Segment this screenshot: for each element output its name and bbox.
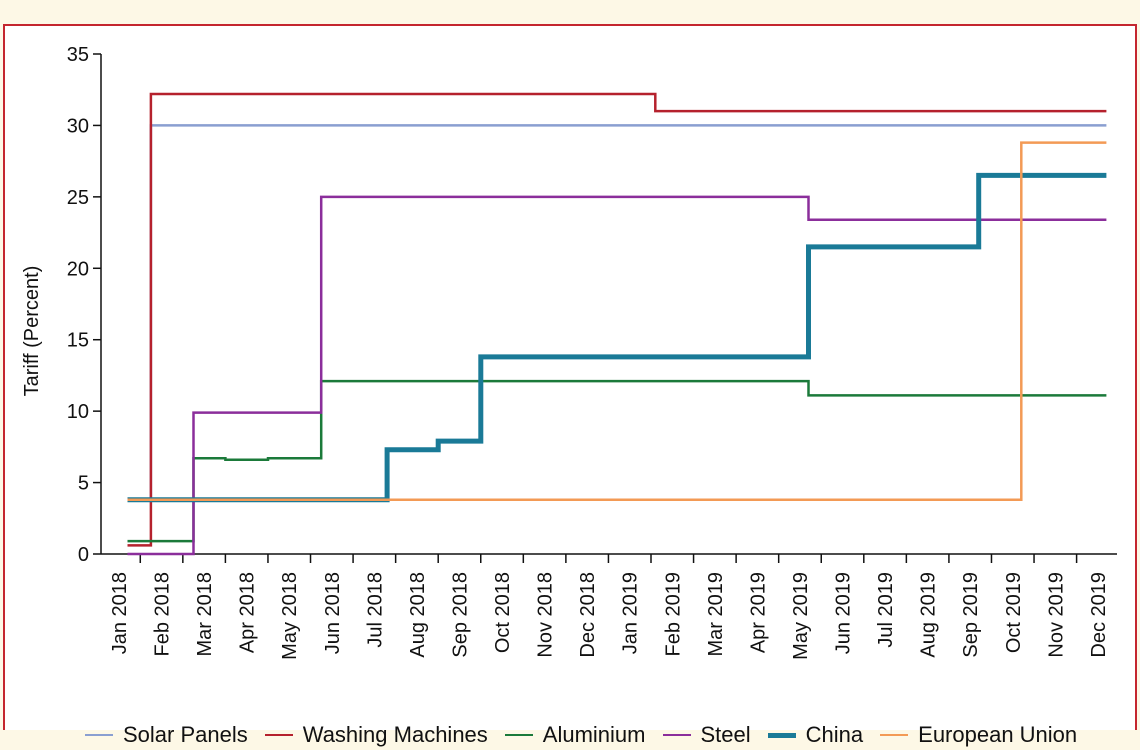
x-tick-label: Nov 2018 bbox=[535, 572, 557, 658]
y-tick-label: 15 bbox=[67, 330, 89, 352]
y-tick-label: 30 bbox=[67, 115, 89, 137]
chart-plot: Tariff (Percent) 0 5 10 15 20 25 30 35 Jan 2018 F… bbox=[21, 44, 1117, 660]
legend-label: China bbox=[805, 722, 864, 747]
legend: Solar Panels Washing Machines Aluminium Ste… bbox=[85, 720, 1077, 750]
legend-swatch bbox=[504, 733, 533, 737]
legend-item-steel: Steel bbox=[662, 722, 751, 748]
x-tick-label: Jul 2019 bbox=[875, 572, 897, 648]
series-line-solar-panels bbox=[127, 124, 1107, 501]
series-layer bbox=[127, 92, 1107, 556]
x-tick-label: Mar 2019 bbox=[705, 572, 727, 657]
legend-swatch bbox=[662, 733, 691, 737]
x-tick-label: Dec 2019 bbox=[1088, 572, 1110, 658]
legend-label: Aluminium bbox=[542, 722, 646, 747]
x-tick-label: Nov 2019 bbox=[1045, 572, 1067, 658]
x-tick-label: Apr 2019 bbox=[747, 572, 769, 653]
x-tick-label: Oct 2019 bbox=[1003, 572, 1025, 653]
x-tick-label: Apr 2018 bbox=[237, 572, 259, 653]
x-tick-label: Aug 2019 bbox=[918, 572, 940, 658]
y-tick-label: 10 bbox=[67, 401, 89, 423]
x-tick-label: Sep 2019 bbox=[960, 572, 982, 658]
series-line-china bbox=[127, 172, 1107, 503]
series-line-washing-machines bbox=[127, 92, 1107, 547]
series-line-steel bbox=[127, 195, 1107, 556]
legend-swatch bbox=[85, 733, 113, 737]
x-tick-label: Sep 2018 bbox=[449, 572, 471, 658]
x-tick-label: Jul 2018 bbox=[364, 572, 386, 648]
legend-item-european-union: European Union bbox=[880, 722, 1077, 748]
legend-label: Solar Panels bbox=[123, 722, 248, 747]
x-tick-label: Dec 2018 bbox=[577, 572, 599, 658]
x-tick-label: Mar 2018 bbox=[194, 572, 216, 657]
legend-label: European Union bbox=[918, 722, 1078, 747]
x-tick-label: Jun 2019 bbox=[833, 572, 855, 654]
legend-label: Washing Machines bbox=[302, 722, 488, 747]
series-line-aluminium bbox=[127, 379, 1107, 543]
x-tick-label: Oct 2018 bbox=[492, 572, 514, 653]
legend-swatch bbox=[767, 732, 796, 738]
x-tick-label: May 2018 bbox=[279, 572, 301, 660]
y-axis-label: Tariff (Percent) bbox=[21, 266, 43, 397]
legend-item-washing-machines: Washing Machines bbox=[264, 722, 488, 748]
legend-item-solar-panels: Solar Panels bbox=[85, 722, 248, 748]
x-tick-label: May 2019 bbox=[790, 572, 812, 660]
y-tick-label: 25 bbox=[67, 187, 89, 209]
series-line-european-union bbox=[127, 141, 1107, 501]
x-tick-label: Feb 2019 bbox=[662, 572, 684, 657]
legend-label: Steel bbox=[700, 722, 751, 747]
y-tick-label: 20 bbox=[67, 258, 89, 280]
x-tick-label: Aug 2018 bbox=[407, 572, 429, 658]
y-tick-label: 5 bbox=[78, 473, 89, 495]
legend-item-aluminium: Aluminium bbox=[504, 722, 646, 748]
y-tick-label: 0 bbox=[78, 544, 89, 566]
y-tick-label: 35 bbox=[67, 44, 89, 66]
x-tick-label: Feb 2018 bbox=[152, 572, 174, 657]
legend-swatch bbox=[880, 733, 909, 737]
legend-swatch bbox=[264, 733, 293, 737]
legend-item-china: China bbox=[767, 722, 864, 748]
x-tick-label: Jun 2018 bbox=[322, 572, 344, 654]
x-tick-label: Jan 2018 bbox=[109, 572, 131, 654]
x-tick-label: Jan 2019 bbox=[620, 572, 642, 654]
axes: 0 5 10 15 20 25 30 35 Jan 2018 Feb 2018 Mar 2018 Ap… bbox=[67, 44, 1117, 660]
chart-frame: Tariff (Percent) 0 5 10 15 20 25 30 35 Jan 2018 F… bbox=[3, 24, 1137, 747]
